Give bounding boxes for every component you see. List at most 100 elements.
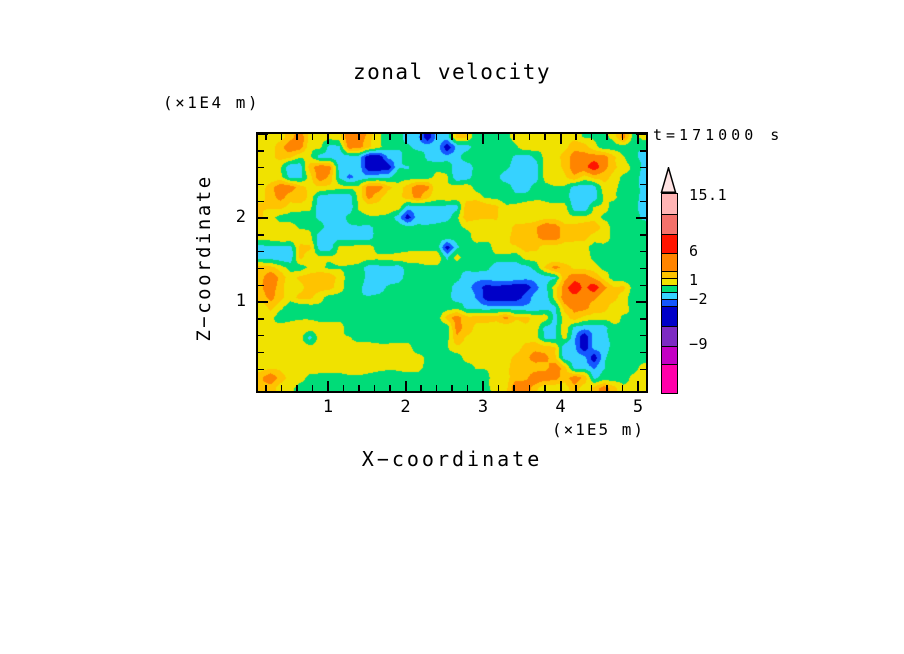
axis-tick — [606, 385, 608, 391]
axis-tick — [404, 134, 407, 144]
axis-tick — [640, 200, 646, 202]
colorbar-segment — [662, 306, 677, 326]
axis-tick — [404, 381, 407, 391]
axis-tick — [640, 166, 646, 169]
colorbar-segment — [662, 253, 677, 271]
x-axis-unit: (×1E5 m) — [552, 420, 646, 439]
axis-tick — [258, 301, 268, 303]
axis-tick — [621, 385, 624, 391]
colorbar-segment — [662, 234, 677, 253]
colorbar-arrow-icon — [660, 167, 677, 193]
axis-tick — [451, 385, 453, 391]
x-tick-label: 2 — [400, 397, 411, 417]
axis-tick — [435, 134, 438, 140]
axis-tick — [435, 385, 438, 391]
x-tick-label: 4 — [555, 397, 566, 417]
x-tick-label: 5 — [632, 397, 644, 417]
x-axis-label: X−coordinate — [361, 447, 543, 471]
colorbar-segment — [662, 285, 677, 292]
colorbar-scale — [661, 193, 678, 394]
axis-tick — [258, 133, 268, 135]
axis-tick — [342, 385, 345, 391]
axis-tick — [296, 385, 298, 391]
axis-tick — [389, 385, 391, 391]
colorbar-segment — [662, 271, 677, 278]
colorbar-label: 6 — [689, 242, 699, 260]
axis-tick — [640, 284, 646, 286]
colorbar-segment — [662, 346, 677, 364]
axis-tick — [559, 381, 562, 391]
chart-title: zonal velocity — [352, 60, 551, 84]
axis-tick — [637, 381, 639, 391]
axis-tick — [258, 166, 264, 169]
axis-tick — [258, 200, 264, 202]
axis-tick — [636, 217, 646, 219]
axis-tick — [513, 385, 515, 391]
axis-tick — [258, 250, 264, 253]
colorbar-label: −9 — [689, 335, 709, 353]
axis-tick — [258, 351, 264, 354]
colorbar-segment — [662, 299, 677, 306]
axis-tick — [389, 134, 391, 140]
x-tick-label: 3 — [477, 397, 489, 417]
axis-tick — [606, 134, 608, 140]
plot-frame — [256, 132, 648, 393]
axis-tick — [621, 134, 624, 140]
axis-tick — [258, 234, 264, 236]
axis-tick — [296, 134, 298, 140]
axis-tick — [640, 150, 646, 152]
axis-tick — [280, 385, 283, 391]
axis-tick — [358, 134, 360, 140]
colorbar-segment — [662, 194, 677, 214]
axis-tick — [544, 134, 546, 140]
axis-tick — [420, 134, 422, 140]
y-tick-label: 1 — [235, 291, 246, 312]
axis-tick — [265, 134, 267, 140]
axis-tick — [497, 385, 500, 391]
axis-tick — [640, 368, 646, 370]
axis-tick — [358, 385, 360, 391]
axis-tick — [258, 334, 264, 337]
axis-tick — [640, 267, 646, 270]
y-tick-label: 2 — [235, 207, 246, 228]
axis-tick — [590, 134, 593, 140]
axis-tick — [451, 134, 453, 140]
axis-tick — [327, 381, 329, 391]
axis-tick — [482, 134, 484, 144]
colorbar-segment — [662, 292, 677, 299]
axis-tick — [544, 385, 546, 391]
axis-tick — [497, 134, 500, 140]
axis-tick — [258, 150, 264, 152]
contour-field-canvas — [256, 132, 648, 393]
axis-tick — [559, 134, 562, 144]
axis-tick — [373, 134, 376, 140]
colorbar-segment — [662, 326, 677, 346]
axis-tick — [311, 134, 314, 140]
colorbar-label: 1 — [689, 271, 699, 289]
time-annotation: t=171000 s — [653, 126, 784, 144]
axis-tick — [513, 134, 515, 140]
colorbar-segment — [662, 278, 677, 285]
axis-tick — [640, 351, 646, 354]
axis-tick — [528, 385, 531, 391]
colorbar-segment — [662, 364, 677, 393]
axis-tick — [466, 134, 469, 140]
axis-tick — [342, 134, 345, 140]
colorbar-label: −2 — [689, 290, 709, 308]
axis-tick — [258, 267, 264, 270]
axis-tick — [640, 234, 646, 236]
axis-tick — [637, 134, 639, 144]
axis-tick — [311, 385, 314, 391]
axis-tick — [640, 334, 646, 337]
axis-tick — [258, 368, 264, 370]
axis-tick — [636, 133, 646, 135]
axis-tick — [258, 217, 268, 219]
axis-tick — [636, 301, 646, 303]
axis-tick — [640, 183, 646, 186]
z-axis-label: Z−coordinate — [193, 174, 215, 342]
colorbar-label: 15.1 — [689, 186, 728, 204]
axis-tick — [258, 183, 264, 186]
axis-tick — [575, 134, 577, 140]
axis-tick — [258, 318, 264, 320]
